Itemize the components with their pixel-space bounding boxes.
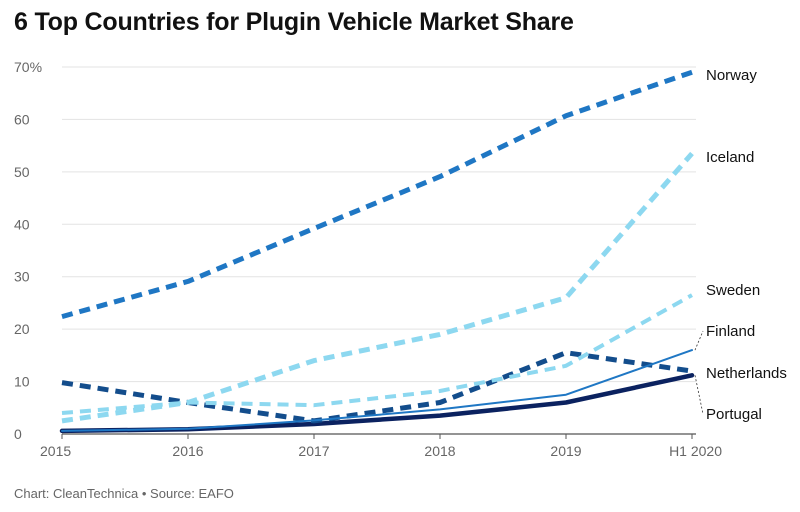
- series-line-iceland: [61, 151, 694, 424]
- series-line-netherlands: [61, 350, 693, 424]
- y-tick-label: 60: [14, 111, 30, 127]
- x-tick-label: 2017: [298, 443, 329, 459]
- series-lines: [59, 69, 695, 434]
- y-tick-label: 0: [14, 426, 22, 442]
- chart-footer: Chart: CleanTechnica • Source: EAFO: [14, 486, 234, 501]
- y-tick-label: 70%: [14, 59, 42, 75]
- series-label-sweden: Sweden: [706, 282, 760, 299]
- series-labels: Norway Iceland Sweden Finland Netherlands Por…: [694, 67, 787, 423]
- series-line-norway: [61, 69, 693, 320]
- x-tick-label: H1 2020: [669, 443, 722, 459]
- y-tick-label: 20: [14, 321, 30, 337]
- y-tick-label: 30: [14, 269, 30, 285]
- chart-title: 6 Top Countries for Plugin Vehicle Marke…: [14, 8, 574, 36]
- series-line-finland: [61, 349, 693, 432]
- series-label-finland: Finland: [706, 323, 755, 340]
- label-leader-portugal: [694, 375, 704, 415]
- series-label-portugal: Portugal: [706, 406, 762, 423]
- y-tick-label: 40: [14, 216, 30, 232]
- x-tick-label: 2016: [172, 443, 203, 459]
- y-axis-ticks: 0 10 20 30 40 50 60 70%: [14, 59, 42, 442]
- series-label-iceland: Iceland: [706, 149, 754, 166]
- x-tick-label: 2018: [424, 443, 455, 459]
- series-label-netherlands: Netherlands: [706, 365, 787, 382]
- x-tick-label: 2019: [550, 443, 581, 459]
- series-line-sweden: [61, 293, 693, 415]
- x-tick-label: 2015: [40, 443, 71, 459]
- x-axis-ticks: 2015 2016 2017 2018 2019 H1 2020: [40, 434, 722, 459]
- label-leader-finland: [694, 330, 704, 351]
- grid-lines: [62, 66, 696, 435]
- y-tick-label: 50: [14, 164, 30, 180]
- y-tick-label: 10: [14, 374, 30, 390]
- series-label-norway: Norway: [706, 67, 757, 84]
